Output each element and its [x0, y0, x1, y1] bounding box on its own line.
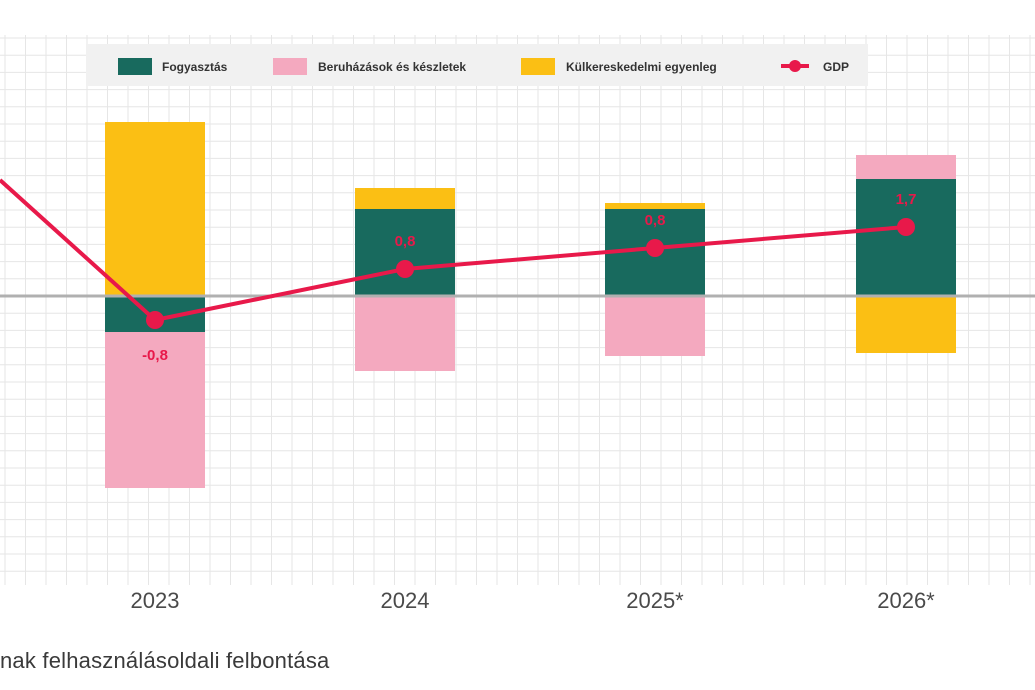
bars	[105, 122, 956, 488]
legend-box	[86, 44, 868, 86]
bar-3-2023	[105, 122, 205, 296]
legend-swatch-1	[118, 58, 152, 75]
bar-1-2024	[355, 209, 455, 296]
bar-1-2026	[856, 179, 956, 296]
gdp-label-2025: 0,8	[645, 212, 666, 229]
legend-label-4: GDP	[823, 60, 849, 74]
bar-2-2023	[105, 332, 205, 488]
x-axis-ticks: 2023 2024 2025* 2026*	[131, 588, 936, 613]
gdp-point-2026	[897, 218, 915, 236]
gdp-label-2023: -0,8	[142, 347, 168, 364]
gdp-label-2024: 0,8	[395, 233, 416, 250]
x-tick-label: 2023	[131, 588, 180, 613]
gdp-point-2025	[646, 239, 664, 257]
bar-2-2026	[856, 155, 956, 179]
bar-2-2024	[355, 296, 455, 371]
x-tick-label: 2025*	[626, 588, 684, 613]
legend-marker	[789, 60, 801, 72]
legend-swatch-2	[273, 58, 307, 75]
x-tick-label: 2026*	[877, 588, 935, 613]
gdp-label-2026: 1,7	[896, 191, 917, 208]
bar-3-2026	[856, 296, 956, 353]
bar-3-2025	[605, 203, 705, 209]
bar-2-2025	[605, 296, 705, 356]
legend: Fogyasztás Beruházások és készletek Külker…	[86, 44, 868, 86]
legend-label-2: Beruházások és készletek	[318, 60, 466, 74]
gdp-line-layer	[0, 178, 915, 329]
bar-3-2024	[355, 188, 455, 209]
chart-caption: nak felhasználásoldali felbontása	[0, 648, 330, 673]
gdp-breakdown-chart: Fogyasztás Beruházások és készletek Külker…	[0, 35, 1035, 613]
gdp-point-2024	[396, 260, 414, 278]
data-labels: -0,8 0,8 0,8 1,7	[142, 191, 916, 364]
legend-label-3: Külkereskedelmi egyenleg	[566, 60, 717, 74]
x-tick-label: 2024	[381, 588, 430, 613]
legend-label-1: Fogyasztás	[162, 60, 228, 74]
gdp-point-2023	[146, 311, 164, 329]
legend-swatch-3	[521, 58, 555, 75]
